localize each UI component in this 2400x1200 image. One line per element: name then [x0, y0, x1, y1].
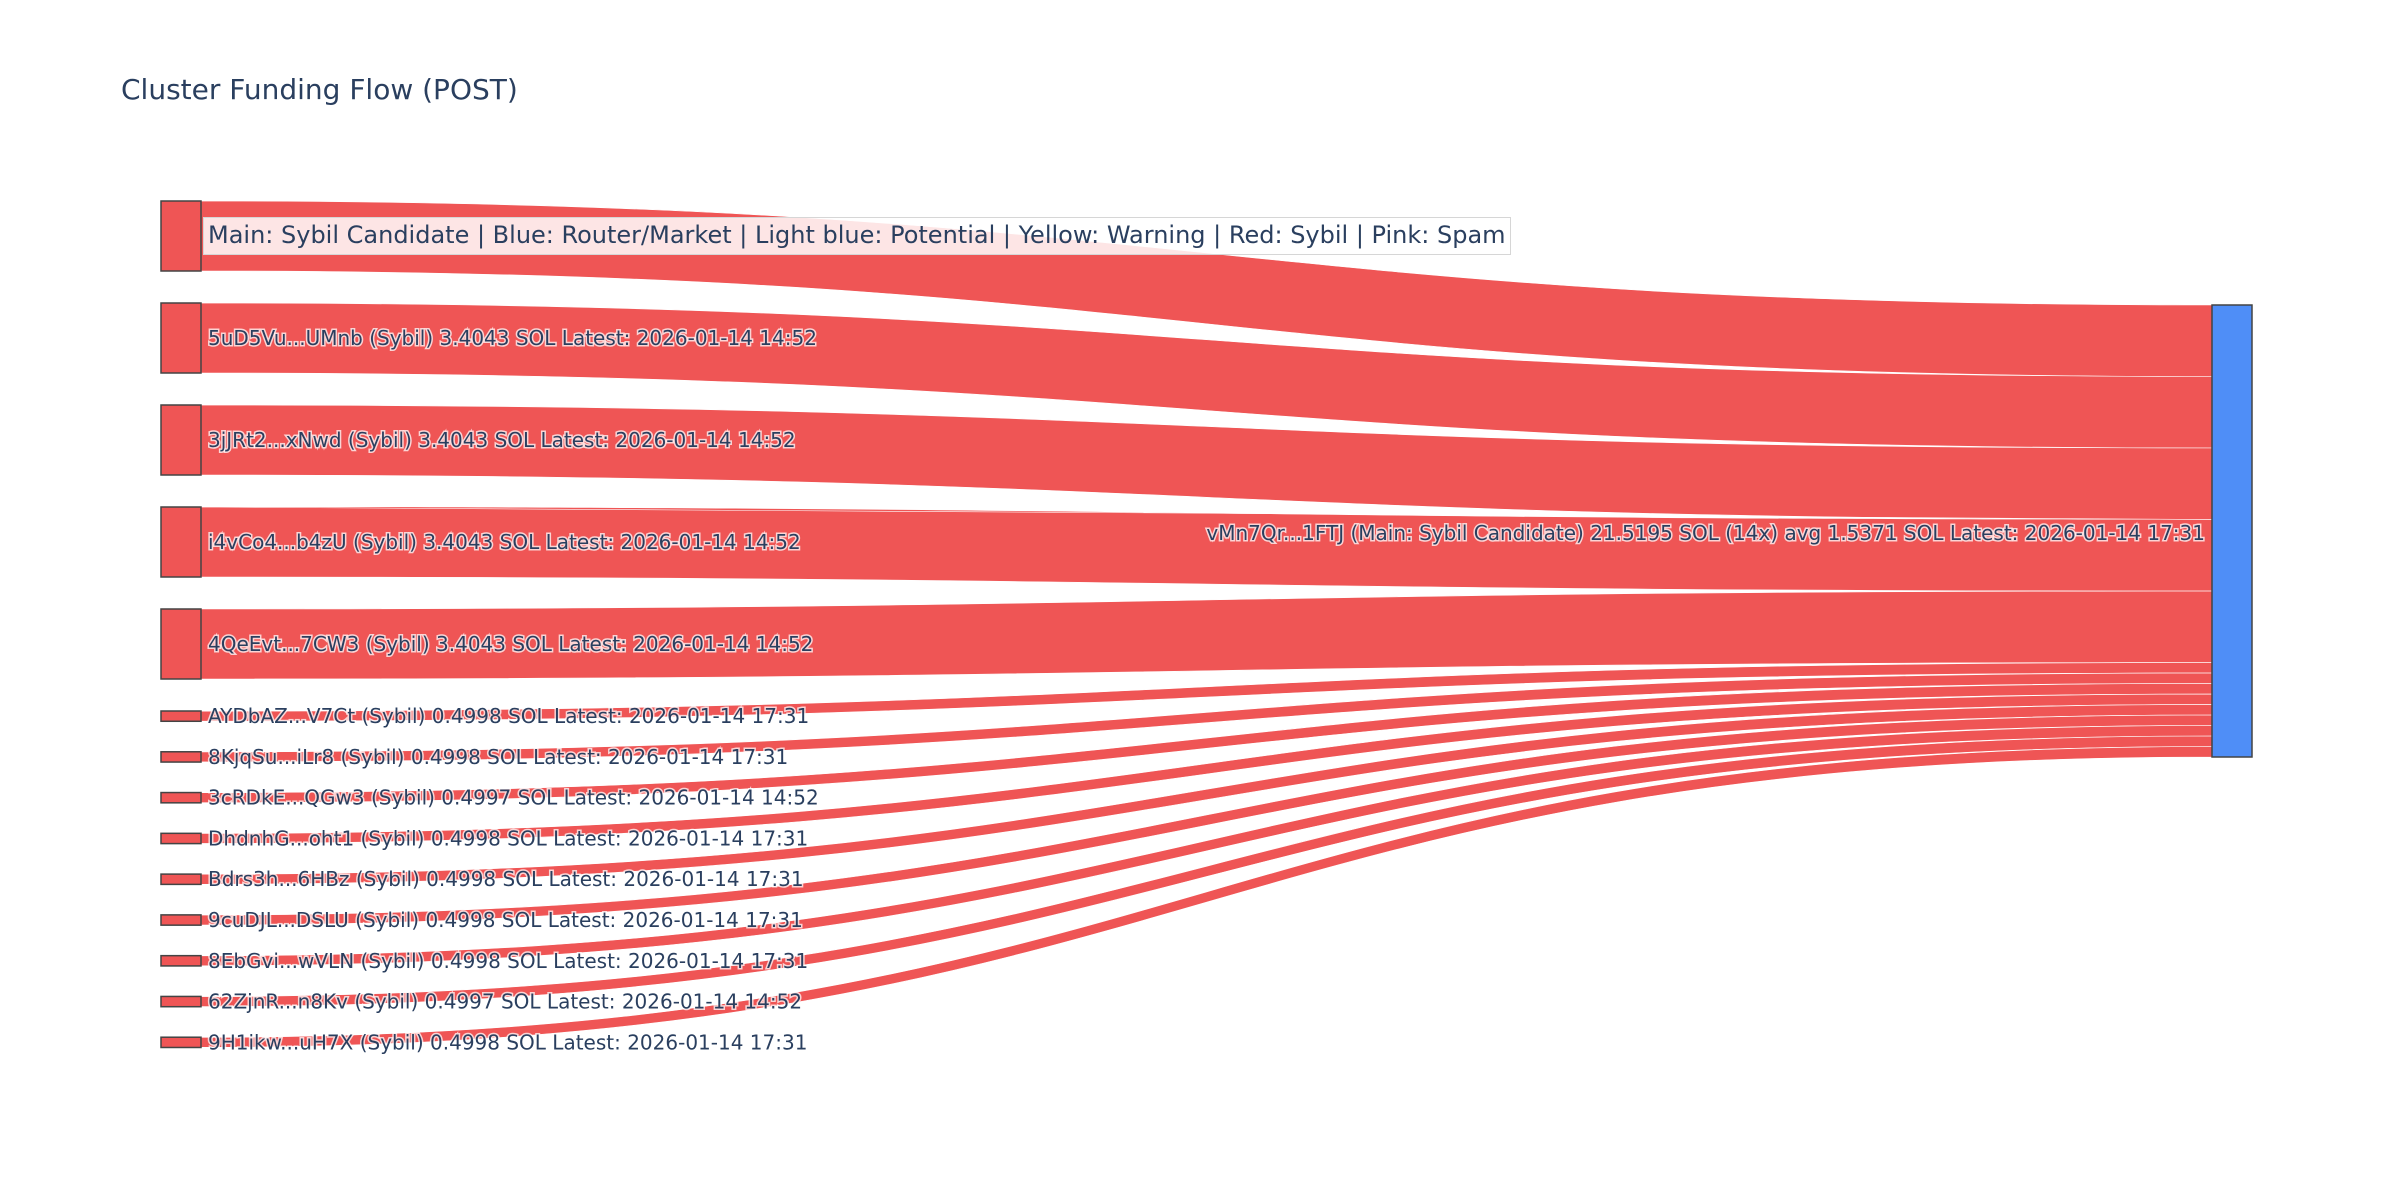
- source-node[interactable]: [160, 506, 202, 578]
- source-node[interactable]: [160, 832, 202, 845]
- source-node[interactable]: [160, 995, 202, 1008]
- source-node[interactable]: [160, 1036, 202, 1049]
- source-node-label: 9cuDJL...DSLU (Sybil) 0.4998 SOL Latest:…: [208, 908, 803, 932]
- source-node[interactable]: [160, 200, 202, 272]
- source-node[interactable]: [160, 751, 202, 763]
- source-node-label: 3jJRt2...xNwd (Sybil) 3.4043 SOL Latest:…: [208, 428, 796, 452]
- source-node-label: 4QeEvt...7CW3 (Sybil) 3.4043 SOL Latest:…: [208, 632, 813, 656]
- source-node[interactable]: [160, 608, 202, 680]
- source-node[interactable]: [160, 302, 202, 374]
- source-node-label: 8EbGvi...wVLN (Sybil) 0.4998 SOL Latest:…: [208, 949, 808, 973]
- source-node-label: i4vCo4...b4zU (Sybil) 3.4043 SOL Latest:…: [208, 530, 801, 554]
- sankey-links: [200, 200, 2213, 1048]
- source-node-label: DhdnhG...oht1 (Sybil) 0.4998 SOL Latest:…: [208, 826, 808, 850]
- source-node-label: 62ZjnR...n8Kv (Sybil) 0.4997 SOL Latest:…: [208, 990, 802, 1014]
- source-node-label: Bdrs3h...6HBz (Sybil) 0.4998 SOL Latest:…: [208, 867, 804, 891]
- source-node[interactable]: [160, 914, 202, 926]
- source-node[interactable]: [160, 791, 202, 804]
- source-node-label: AYDbAZ...V7Ct (Sybil) 0.4998 SOL Latest:…: [208, 704, 809, 728]
- source-node-label: 9H1ikw...uH7X (Sybil) 0.4998 SOL Latest:…: [208, 1030, 807, 1054]
- source-node[interactable]: [160, 404, 202, 476]
- source-node[interactable]: [160, 873, 202, 886]
- legend-annotation: Main: Sybil Candidate | Blue: Router/Mar…: [203, 217, 1511, 255]
- target-node-label: vMn7Qr...1FTJ (Main: Sybil Candidate) 21…: [1206, 521, 2205, 545]
- sankey-nodes: [160, 200, 2253, 1049]
- source-node-label: 3cRDkE...QGw3 (Sybil) 0.4997 SOL Latest:…: [208, 786, 819, 810]
- sankey-labels: 5uD5Vu...UMnb (Sybil) 3.4043 SOL Latest:…: [207, 325, 2207, 1056]
- source-node[interactable]: [160, 954, 202, 967]
- source-node-label: 5uD5Vu...UMnb (Sybil) 3.4043 SOL Latest:…: [208, 326, 817, 350]
- source-node[interactable]: [160, 710, 202, 723]
- source-node-label: 8KjqSu...iLr8 (Sybil) 0.4998 SOL Latest:…: [208, 745, 788, 769]
- chart-title: Cluster Funding Flow (POST): [121, 73, 518, 106]
- target-node[interactable]: [2211, 304, 2253, 758]
